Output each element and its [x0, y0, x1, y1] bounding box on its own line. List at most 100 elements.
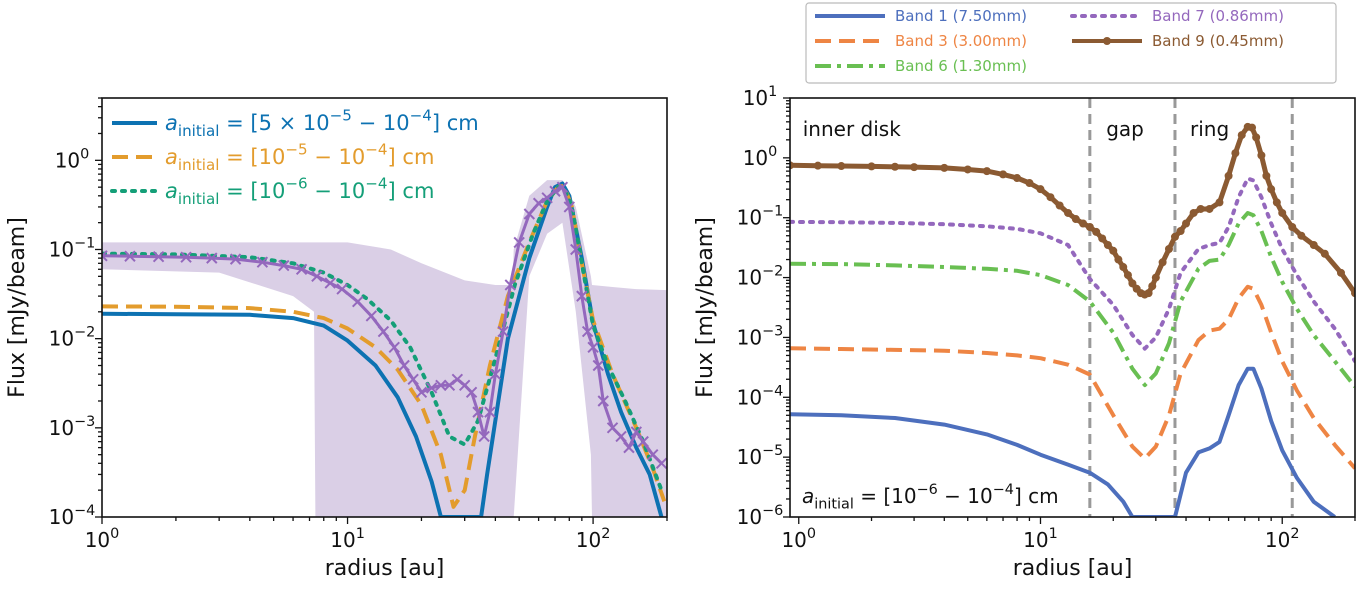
series-line-1	[102, 181, 664, 517]
data-point-marker	[1252, 133, 1261, 142]
data-point-marker	[1205, 204, 1214, 213]
data-point-marker	[1267, 185, 1276, 194]
data-point-marker	[435, 379, 447, 391]
data-point-marker	[532, 197, 545, 209]
data-point-marker	[647, 448, 659, 461]
legend-box	[805, 2, 1337, 84]
data-point-marker	[1098, 234, 1107, 243]
data-point-marker	[415, 386, 428, 399]
x-tick-label: 101	[1023, 526, 1058, 552]
data-point-marker	[1148, 282, 1157, 291]
legend-marker	[1103, 37, 1111, 45]
legend-label-1: Band 1 (7.50mm)	[895, 7, 1027, 25]
data-point-marker	[311, 270, 323, 283]
y-tick-label: 101	[743, 84, 778, 110]
plot-area	[102, 180, 667, 517]
data-point-marker	[1336, 268, 1345, 277]
series-line-4	[790, 176, 1355, 364]
data-point-marker	[563, 201, 575, 213]
data-point-marker	[1215, 198, 1224, 207]
data-point-marker	[388, 341, 400, 354]
data-point-marker	[425, 382, 438, 394]
data-point-marker	[963, 165, 972, 174]
data-point-marker	[1297, 231, 1306, 240]
data-point-marker	[910, 163, 919, 172]
region-label-3: ring	[1190, 117, 1229, 141]
data-point-marker	[504, 279, 516, 291]
data-point-marker	[549, 185, 561, 197]
x-tick-label: 102	[576, 526, 611, 552]
data-point-marker	[278, 259, 290, 272]
data-point-marker	[1085, 222, 1094, 231]
y-tick-label: 10−4	[737, 383, 784, 409]
data-point-marker	[513, 236, 525, 249]
data-point-marker	[1248, 123, 1257, 132]
data-point-marker	[443, 379, 456, 391]
data-point-marker	[1114, 255, 1123, 264]
legend-entry-2: ainitial = [10−5 − 10−4] cm	[165, 141, 434, 174]
data-point-marker	[576, 290, 588, 302]
plot-area	[790, 98, 1355, 517]
data-point-marker	[102, 250, 108, 262]
data-point-marker	[124, 250, 136, 262]
data-point-marker	[351, 295, 364, 308]
region-label-1: inner disk	[803, 117, 901, 141]
data-point-marker	[484, 406, 496, 418]
data-point-marker	[1309, 241, 1318, 250]
data-point-marker	[256, 256, 269, 268]
legend-label-3: Band 6 (1.30mm)	[895, 57, 1027, 75]
data-point-marker	[1237, 131, 1246, 140]
y-tick-label: 100	[743, 144, 778, 170]
data-point-marker	[1025, 179, 1034, 188]
data-point-marker	[1055, 201, 1064, 210]
legend-left: ainitial = [5 × 10−5 − 10−4] cmainitial …	[110, 107, 479, 208]
series-line-3	[790, 211, 1355, 388]
data-point-marker	[1144, 289, 1153, 298]
y-tick-label: 10−6	[737, 503, 784, 529]
data-point-marker	[229, 253, 242, 265]
data-point-marker	[1231, 149, 1240, 158]
uncertainty-band	[102, 180, 667, 517]
x-tick-label: 102	[1265, 526, 1300, 552]
data-point-marker	[637, 435, 649, 448]
data-point-marker	[1109, 246, 1118, 255]
data-point-marker	[606, 422, 619, 434]
legend-label-4: Band 7 (0.86mm)	[1152, 7, 1284, 25]
data-point-marker	[1071, 215, 1080, 224]
data-point-marker	[867, 162, 876, 171]
data-point-marker	[1164, 245, 1173, 254]
data-point-marker	[813, 161, 822, 170]
series-line-3	[102, 185, 664, 493]
region-label-2: gap	[1106, 117, 1144, 141]
data-point-marker	[1176, 226, 1185, 235]
legend-label-5: Band 9 (0.45mm)	[1152, 32, 1284, 50]
data-point-marker	[1036, 185, 1045, 194]
plot-frame	[101, 97, 668, 518]
data-point-marker	[1189, 208, 1198, 217]
y-tick-label: 10−2	[49, 325, 96, 351]
data-point-marker	[1320, 249, 1329, 258]
data-point-marker	[336, 283, 348, 295]
data-point-marker	[523, 208, 536, 220]
chart-panel-1: 100 101 102 10−4 10−3 10−2 10−1 100 radius [au] F…	[5, 97, 668, 581]
data-point-marker	[581, 325, 594, 338]
data-point-marker	[407, 373, 419, 386]
data-point-marker	[623, 441, 635, 454]
data-point-marker	[1128, 279, 1137, 288]
data-point-marker	[630, 426, 643, 438]
plot-frame	[789, 97, 1356, 518]
data-point-marker	[377, 325, 390, 338]
y-axis-label: Flux [mJy/beam]	[5, 217, 30, 398]
data-point-marker	[489, 368, 502, 380]
chart-panel-2: 100 101 102 10−6 10−5 10−4 10−3 10−2 10−1 100 101 r…	[693, 84, 1356, 581]
y-tick-label: 10−3	[737, 323, 784, 349]
y-tick-label: 10−4	[49, 503, 96, 529]
data-point-marker	[1196, 204, 1205, 213]
data-point-marker	[1288, 222, 1297, 231]
data-point-marker	[1170, 232, 1179, 241]
x-tick-label: 100	[781, 526, 816, 552]
x-axis-label: radius [au]	[325, 556, 445, 581]
data-point-marker	[1151, 273, 1160, 282]
y-tick-label: 10−2	[737, 264, 784, 290]
